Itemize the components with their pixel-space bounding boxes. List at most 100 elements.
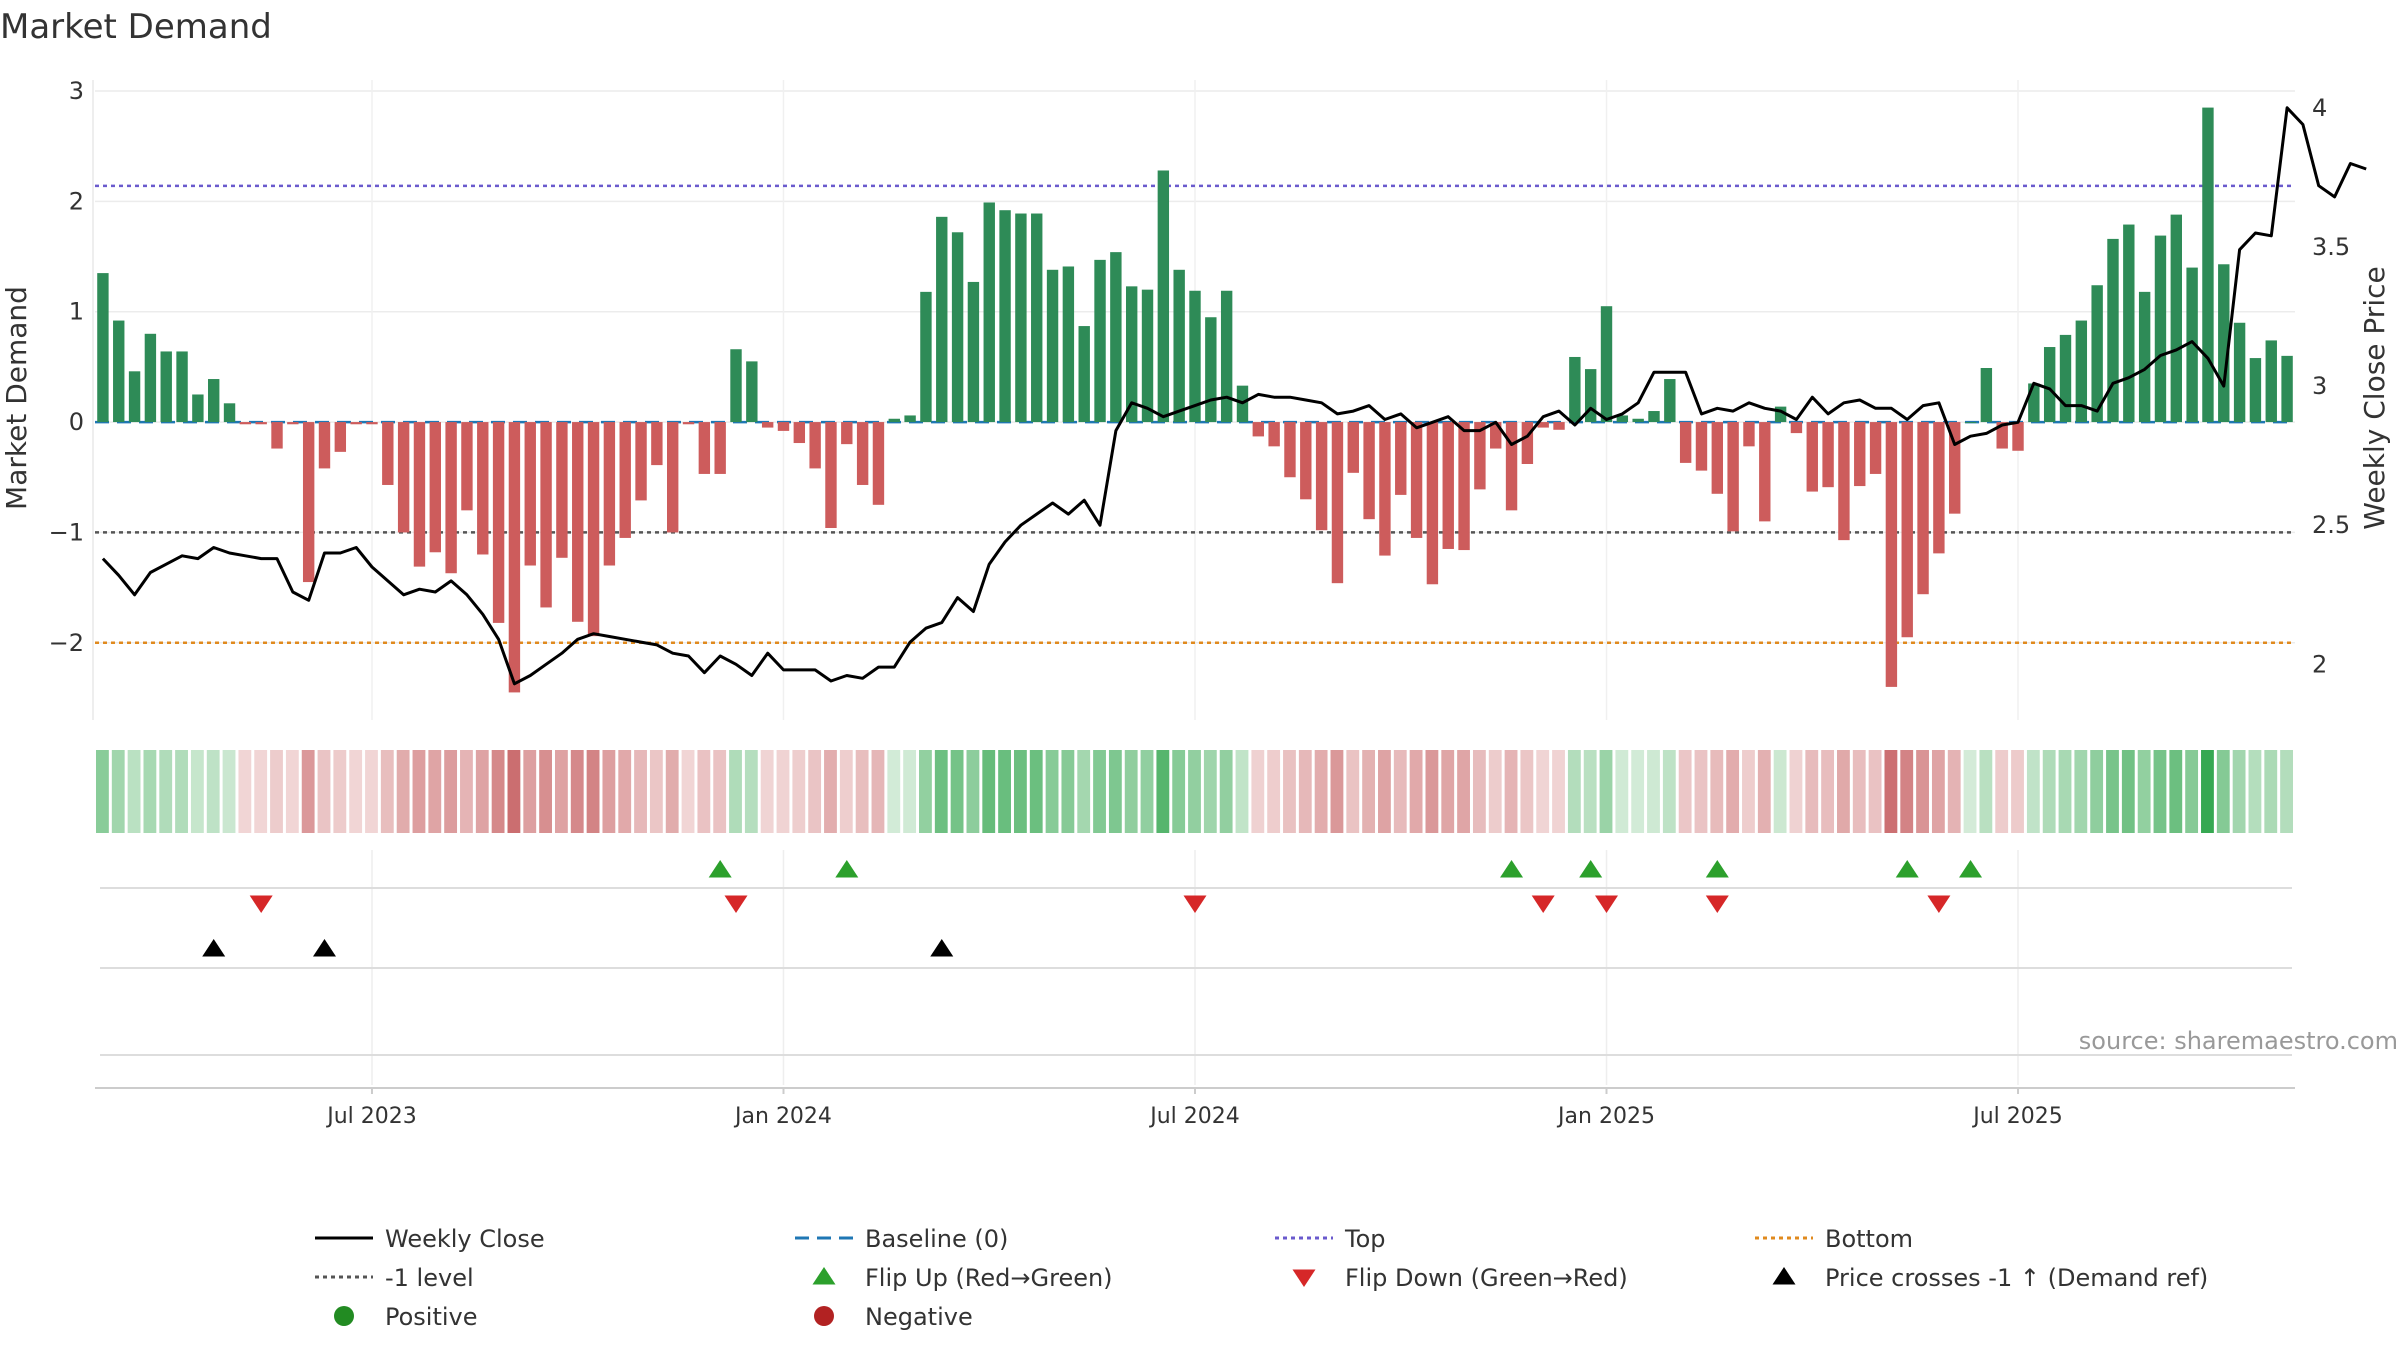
demand-bar [1284,422,1296,478]
heat-cell [1140,750,1154,833]
heat-cell [1631,750,1645,833]
legend-swatch-dot [334,1306,354,1326]
demand-bar [951,232,964,423]
heat-cell [1852,750,1866,833]
demand-bar [1537,422,1549,428]
x-ticks: Jul 2023 Jan 2024 Jul 2024 Jan 2025 Jul 2025 [325,1088,2063,1129]
heat-cell [1742,750,1755,833]
heat-cell [1393,750,1407,833]
heat-cell [554,750,568,833]
heat-cell [1251,750,1265,833]
demand-bar [1838,422,1850,541]
legend-label: Top [1344,1225,1386,1253]
demand-bar [2012,422,2024,451]
demand-bar [302,422,315,583]
demand-bar [714,422,726,474]
heat-cell [238,750,252,833]
y-ticks: 3 2 1 0 −1 −2 4 3.5 3 2.5 2 [49,77,2351,678]
heat-cell [301,750,315,833]
demand-bar [508,422,521,693]
demand-bar [1125,286,1138,423]
heat-cell [1045,750,1059,833]
chart-title: Market Demand [0,7,272,47]
heat-cell [2232,750,2246,833]
heat-cell [1552,750,1565,833]
demand-bar [1015,213,1027,423]
heat-cell [586,750,600,833]
demand-bar [1695,422,1708,471]
price-cross-marker [930,939,954,957]
heat-cell [697,750,711,833]
heat-cell [96,750,109,833]
y-tick-label-left: −2 [49,629,84,657]
legend-item: Price crosses -1 ↑ (Demand ref) [1772,1264,2208,1292]
flip-down-marker [1183,895,1207,913]
price-cross-marker [202,939,226,957]
heat-cell [1947,750,1961,833]
demand-bar [1632,418,1644,423]
heat-cell [222,750,236,833]
demand-bar [1094,259,1106,423]
heat-cell [950,750,964,833]
demand-bar [2265,340,2277,423]
demand-bar [1996,422,2008,449]
demand-bar [2059,334,2072,423]
heat-cell [1472,750,1486,833]
demand-bar [1822,422,1834,488]
heat-cell [380,750,394,833]
heat-cell [285,750,299,833]
demand-bar [936,216,948,423]
heat-cell [2137,750,2151,833]
heat-cell [1789,750,1803,833]
heat-cell [270,750,283,833]
heat-cell [1330,750,1344,833]
legend-swatch-triangle-up [812,1267,836,1285]
heat-cell [143,750,157,833]
heat-cell [1172,750,1186,833]
y-tick-label-right: 2 [2312,650,2327,678]
demand-bar [1205,317,1217,423]
demand-bar [255,422,267,425]
heat-cell [1235,750,1249,833]
demand-bar [761,422,774,428]
demand-bar [2218,264,2230,423]
demand-bar [1980,368,1993,423]
heat-cell [1615,750,1629,833]
demand-bar [920,291,932,423]
demand-bar [461,422,473,511]
heat-cell [491,750,505,833]
demand-bar [1173,269,1185,423]
heat-cell [1647,750,1660,833]
y-axis-label-right: Weekly Close Price [2358,266,2391,529]
heat-cell [1013,750,1027,833]
demand-bar [2233,322,2246,423]
demand-bar [1774,406,1787,423]
demand-bar [1141,289,1154,423]
demand-bar [1379,422,1391,556]
demand-bar [888,418,900,423]
demand-bar [2138,291,2151,423]
demand-bar [192,394,204,423]
demand-bar [1648,411,1660,423]
demand-bar [2249,358,2262,423]
heat-cell [776,750,790,833]
legend-label: Negative [865,1303,973,1331]
demand-bar [1964,422,1977,424]
demand-bar [825,422,837,528]
heat-cell [1267,750,1281,833]
heat-cell [111,750,125,833]
demand-bar [1410,422,1423,538]
demand-bar [477,422,489,555]
legend-item: Bottom [1755,1225,1913,1253]
demand-bar [2186,267,2198,423]
heat-cell [1029,750,1043,833]
price-cross-marker [312,939,336,957]
heat-cell [2106,750,2119,833]
heat-cell [1124,750,1138,833]
heat-cell [1805,750,1819,833]
demand-bar [1331,422,1344,584]
heat-cell [333,750,347,833]
demand-bar [1949,422,1961,514]
heat-cell [2185,750,2199,833]
